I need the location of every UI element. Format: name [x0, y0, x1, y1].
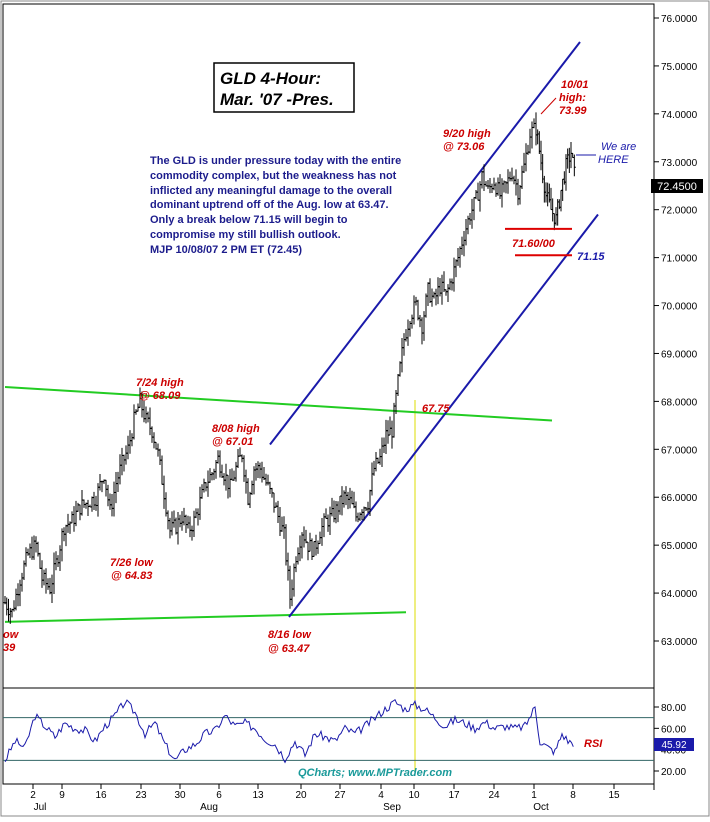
annotation-9-20-high-value: @ 73.06 [443, 141, 485, 153]
commentary-line: MJP 10/08/07 2 PM ET (72.45) [150, 244, 302, 256]
y-tick-label: 63.0000 [661, 637, 698, 648]
x-tick-label: 17 [448, 790, 460, 801]
price-panel-frame [2, 3, 655, 689]
y-tick-label: 64.0000 [661, 589, 698, 600]
x-tick-label: 9 [59, 790, 65, 801]
chart-title: GLD 4-Hour: [220, 69, 321, 88]
x-tick-label: 23 [135, 790, 147, 801]
x-tick-label: 24 [488, 790, 500, 801]
commentary-line: compromise my still bullish outlook. [150, 229, 341, 241]
annotation-7-26-low-value: @ 64.83 [111, 570, 152, 582]
annotations: 7/24 high @ 68.09 7/26 low @ 64.83 8/08 … [3, 79, 636, 655]
chart-subtitle: Mar. '07 -Pres. [220, 90, 334, 109]
y-tick-label: 73.0000 [661, 158, 698, 169]
y-tick-label: 66.0000 [661, 493, 698, 504]
y-tick-label: 65.0000 [661, 541, 698, 552]
y-tick-label: 70.0000 [661, 302, 698, 313]
annotation-10-01-pointer [540, 97, 557, 115]
annotation-here: HERE [598, 154, 629, 166]
y-tick-label: 71.0000 [661, 254, 698, 265]
annotation-8-08-high: 8/08 high [212, 423, 260, 435]
y-tick-label: 67.0000 [661, 445, 698, 456]
x-month-label: Sep [383, 802, 401, 813]
green-trendline [4, 611, 407, 623]
rsi-line [4, 698, 574, 764]
green-trendline [4, 386, 553, 422]
x-tick-label: 8 [570, 790, 576, 801]
x-tick-label: 4 [378, 790, 384, 801]
annotation-67-75: 67.75 [422, 403, 450, 415]
commentary-line: dominant uptrend off of the Aug. low at … [150, 199, 389, 211]
rsi-tick-label: 40.00 [661, 746, 686, 757]
annotation-7-24-high: 7/24 high [136, 377, 184, 389]
rsi-last-label: 45.92 [661, 740, 686, 751]
commentary-line: Only a break below 71.15 will begin to [150, 214, 348, 226]
price-bars [3, 112, 576, 624]
annotation-7-26-low: 7/26 low [110, 557, 154, 569]
price-axis-ticks: 63.0000 64.0000 65.0000 66.0000 67.0000 68.00… [654, 14, 698, 648]
x-tick-label: 30 [174, 790, 186, 801]
annotation-8-08-high-value: @ 67.01 [212, 436, 253, 448]
y-tick-label: 68.0000 [661, 397, 698, 408]
rsi-label: RSI [584, 738, 603, 750]
last-price-label: 72.4500 [657, 181, 697, 193]
annotation-8-16-low-value: @ 63.47 [268, 643, 310, 655]
x-tick-label: 2 [30, 790, 36, 801]
annotation-10-01: 10/01 [561, 79, 589, 91]
rsi-last-box [654, 738, 694, 751]
red-support-levels [505, 227, 572, 257]
channel-line [269, 41, 581, 446]
x-tick-label: 27 [334, 790, 346, 801]
y-tick-label: 69.0000 [661, 349, 698, 360]
rsi-tick-label: 20.00 [661, 767, 686, 778]
annotation-10-01-value: 73.99 [559, 105, 587, 117]
annotation-left-low-value: 39 [3, 642, 16, 654]
annotation-left-low: ow [3, 629, 20, 641]
annotation-7-24-high-value: @ 68.09 [139, 390, 181, 402]
x-tick-label: 13 [252, 790, 264, 801]
y-tick-label: 75.0000 [661, 62, 698, 73]
y-tick-label: 74.0000 [661, 110, 698, 121]
annotation-9-20-high: 9/20 high [443, 128, 491, 140]
annotation-10-01-high: high: [559, 92, 586, 104]
annotation-we-are: We are [601, 141, 636, 153]
annotation-71-15: 71.15 [577, 251, 605, 263]
commentary-line: inflicted any meaningful damage to the o… [150, 185, 392, 197]
x-month-label: Jul [34, 802, 47, 813]
x-tick-label: 16 [95, 790, 107, 801]
x-axis-ticks: 2 9 16 23 30 6 13 20 27 4 10 17 24 1 8 15 Jul Aug Sep Oct [30, 784, 620, 813]
channel-line [288, 213, 599, 618]
green-trendlines [4, 386, 553, 623]
x-tick-label: 15 [608, 790, 620, 801]
commentary-block: The GLD is under pressure today with the… [150, 155, 401, 256]
x-month-label: Oct [533, 802, 549, 813]
trend-channel [269, 41, 599, 618]
y-tick-label: 76.0000 [661, 14, 698, 25]
annotation-8-16-low: 8/16 low [268, 629, 312, 641]
rsi-tick-label: 60.00 [661, 724, 686, 735]
commentary-line: commodity complex, but the weakness has … [150, 170, 397, 182]
y-tick-label: 72.0000 [661, 206, 698, 217]
watermark: QCharts; www.MPTrader.com [298, 767, 452, 779]
rsi-panel [3, 698, 654, 764]
x-tick-label: 6 [216, 790, 222, 801]
x-tick-label: 10 [408, 790, 420, 801]
x-tick-label: 1 [531, 790, 537, 801]
commentary-line: The GLD is under pressure today with the… [150, 155, 401, 167]
last-price-box [651, 179, 703, 193]
rsi-panel-frame [2, 687, 655, 785]
rsi-axis-ticks: 80.00 60.00 40.00 20.00 [654, 703, 686, 778]
annotation-71-60-00: 71.60/00 [512, 238, 556, 250]
rsi-tick-label: 80.00 [661, 703, 686, 714]
x-month-label: Aug [200, 802, 218, 813]
x-tick-label: 20 [295, 790, 307, 801]
title-box [213, 62, 355, 113]
